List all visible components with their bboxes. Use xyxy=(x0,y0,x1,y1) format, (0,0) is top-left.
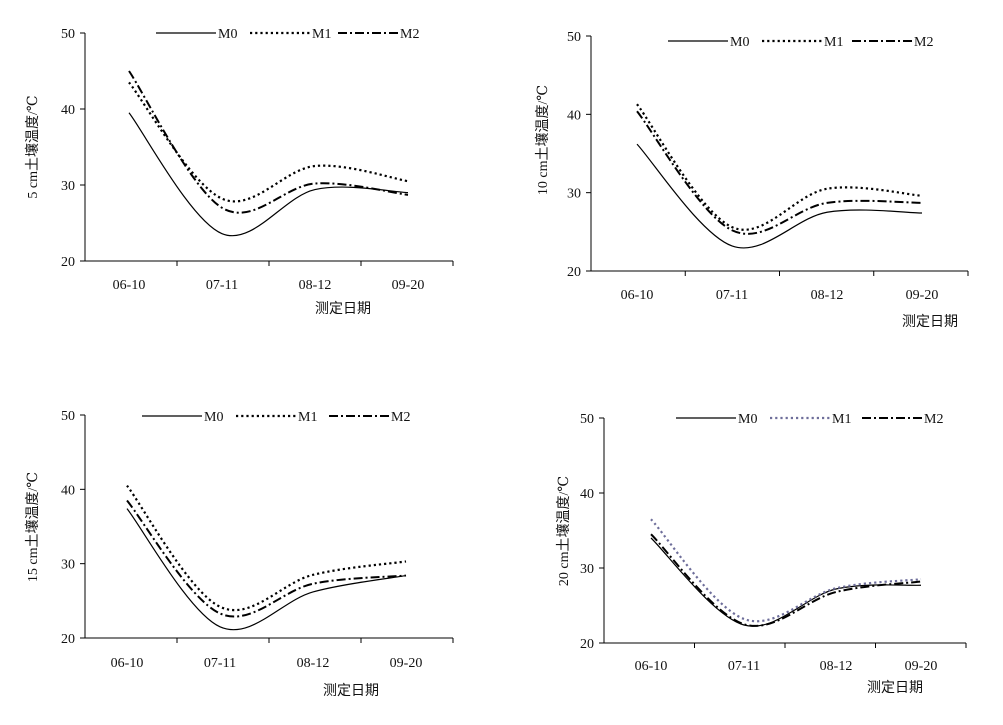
legend-label-m0: M0 xyxy=(204,410,223,425)
x-axis-title: 测定日期 xyxy=(867,680,923,696)
series-line-m2 xyxy=(128,70,409,214)
x-tick-label: 06-10 xyxy=(621,288,654,303)
chart-panel-3: 20 30 40 50 06-10 07-11 08-12 09-20 测定日期 15 cm土壤温… xyxy=(24,409,454,699)
series-line-m2 xyxy=(636,110,923,235)
series-line-m1 xyxy=(636,103,923,231)
series-line-m0 xyxy=(128,112,409,237)
x-tick-label: 09-20 xyxy=(906,288,939,303)
legend-label-m1: M1 xyxy=(832,412,851,427)
x-axis-title: 测定日期 xyxy=(902,314,958,330)
y-tick-label: 30 xyxy=(580,562,594,577)
chart-panel-4: 20 30 40 50 06-10 07-11 08-12 09-20 测定日期 20 cm土壤温… xyxy=(555,412,967,696)
y-tick-label: 50 xyxy=(61,27,75,42)
chart-panel-2: 20 30 40 50 06-10 07-11 08-12 09-20 测定日期 10 cm土壤温… xyxy=(534,30,969,330)
y-tick-label: 20 xyxy=(580,637,594,652)
legend-label-m1: M1 xyxy=(824,35,843,50)
y-tick-label: 30 xyxy=(567,187,581,202)
series-line-m2 xyxy=(126,499,407,618)
legend-label-m1: M1 xyxy=(312,27,331,42)
legend-label-m0: M0 xyxy=(738,412,757,427)
y-tick-label: 50 xyxy=(567,30,581,45)
y-tick-label: 20 xyxy=(567,265,581,280)
y-tick-label: 40 xyxy=(61,483,75,498)
x-tick-label: 07-11 xyxy=(204,656,236,671)
legend-label-m1: M1 xyxy=(298,410,317,425)
y-tick-label: 20 xyxy=(61,632,75,647)
x-tick-label: 08-12 xyxy=(820,659,853,674)
series-line-m1 xyxy=(126,484,407,612)
x-axis-title: 测定日期 xyxy=(315,301,371,317)
y-tick-label: 30 xyxy=(61,179,75,194)
x-tick-label: 07-11 xyxy=(716,288,748,303)
y-tick-label: 40 xyxy=(580,487,594,502)
series-line-m0 xyxy=(126,508,407,631)
x-tick-label: 09-20 xyxy=(392,278,425,293)
legend-label-m0: M0 xyxy=(730,35,749,50)
y-axis-title: 15 cm土壤温度/℃ xyxy=(24,472,41,582)
y-tick-label: 40 xyxy=(61,103,75,118)
x-tick-label: 09-20 xyxy=(390,656,423,671)
x-tick-label: 07-11 xyxy=(206,278,238,293)
x-tick-label: 08-12 xyxy=(297,656,330,671)
series-line-m1 xyxy=(128,81,409,203)
series-line-m1 xyxy=(650,518,922,623)
x-tick-label: 06-10 xyxy=(635,659,668,674)
y-tick-label: 50 xyxy=(61,409,75,424)
y-axis-title: 5 cm土壤温度/℃ xyxy=(24,95,41,198)
legend-label-m0: M0 xyxy=(218,27,237,42)
x-tick-label: 08-12 xyxy=(299,278,332,293)
x-tick-label: 09-20 xyxy=(905,659,938,674)
x-tick-label: 07-11 xyxy=(728,659,760,674)
y-tick-label: 50 xyxy=(580,412,594,427)
chart-panel-1: 20 30 40 50 06-10 07-11 08-12 09-20 测定日期 5 cm土壤温度… xyxy=(24,27,454,317)
x-tick-label: 08-12 xyxy=(811,288,844,303)
y-tick-label: 40 xyxy=(567,108,581,123)
series-line-m2 xyxy=(650,533,922,627)
series-line-m0 xyxy=(636,143,923,249)
x-tick-label: 06-10 xyxy=(113,278,146,293)
legend-label-m2: M2 xyxy=(924,412,943,427)
y-tick-label: 30 xyxy=(61,558,75,573)
x-tick-label: 06-10 xyxy=(111,656,144,671)
legend-label-m2: M2 xyxy=(391,410,410,425)
y-tick-label: 20 xyxy=(61,255,75,270)
y-axis-title: 20 cm土壤温度/℃ xyxy=(555,476,572,586)
legend-label-m2: M2 xyxy=(400,27,419,42)
x-axis-title: 测定日期 xyxy=(323,683,379,699)
legend-label-m2: M2 xyxy=(914,35,933,50)
y-axis-title: 10 cm土壤温度/℃ xyxy=(534,85,551,195)
